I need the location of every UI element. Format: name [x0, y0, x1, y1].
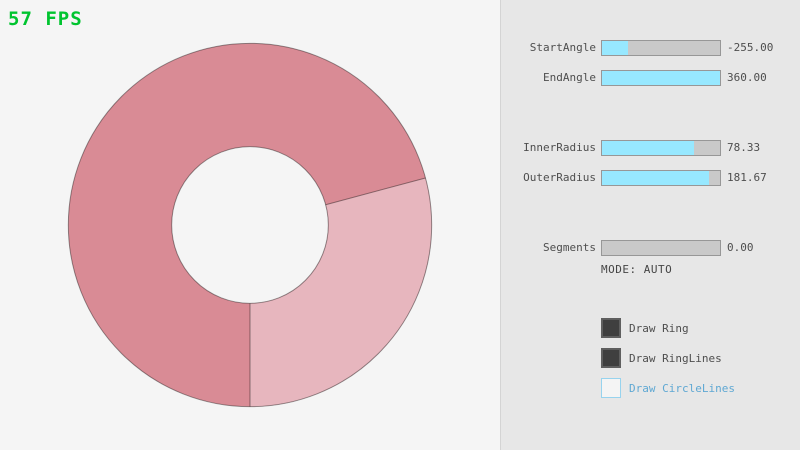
draw-ring-checkbox[interactable] [601, 318, 621, 338]
startangle-slider[interactable] [601, 40, 721, 56]
innerradius-value: 78.33 [727, 141, 761, 154]
slider-row-startangle: StartAngle -255.00 [501, 40, 800, 56]
endangle-slider[interactable] [601, 70, 721, 86]
slider-row-innerradius: InnerRadius 78.33 [501, 140, 800, 156]
segments-value: 0.00 [727, 241, 754, 254]
outerradius-value: 181.67 [727, 171, 767, 184]
slider-row-endangle: EndAngle 360.00 [501, 70, 800, 86]
draw-ring-label: Draw Ring [629, 321, 689, 335]
draw-circlelines-checkbox[interactable] [601, 378, 621, 398]
slider-fill [602, 141, 695, 155]
draw-ringlines-label: Draw RingLines [629, 351, 722, 365]
checkbox-row-draw-circlelines: Draw CircleLines [601, 378, 735, 398]
draw-ringlines-checkbox[interactable] [601, 348, 621, 368]
fps-counter: 57 FPS [8, 8, 83, 30]
innerradius-slider[interactable] [601, 140, 721, 156]
endangle-label: EndAngle [543, 71, 596, 84]
outerradius-label: OuterRadius [523, 171, 596, 184]
endangle-value: 360.00 [727, 71, 767, 84]
slider-fill [602, 41, 628, 55]
startangle-label: StartAngle [529, 41, 596, 54]
innerradius-label: InnerRadius [523, 141, 596, 154]
slider-row-outerradius: OuterRadius 181.67 [501, 170, 800, 186]
startangle-value: -255.00 [727, 41, 774, 54]
draw-circlelines-label: Draw CircleLines [629, 381, 735, 395]
outerradius-slider[interactable] [601, 170, 721, 186]
segments-mode-label: MODE: AUTO [601, 263, 673, 276]
slider-fill [602, 171, 710, 185]
segments-slider[interactable] [601, 240, 721, 256]
controls-panel: StartAngle -255.00 EndAngle 360.00 Inner… [500, 0, 800, 450]
slider-fill [602, 71, 720, 85]
slider-row-segments: Segments 0.00 [501, 240, 800, 256]
checkbox-row-draw-ringlines: Draw RingLines [601, 348, 722, 368]
checkbox-row-draw-ring: Draw Ring [601, 318, 689, 338]
segments-label: Segments [543, 241, 596, 254]
